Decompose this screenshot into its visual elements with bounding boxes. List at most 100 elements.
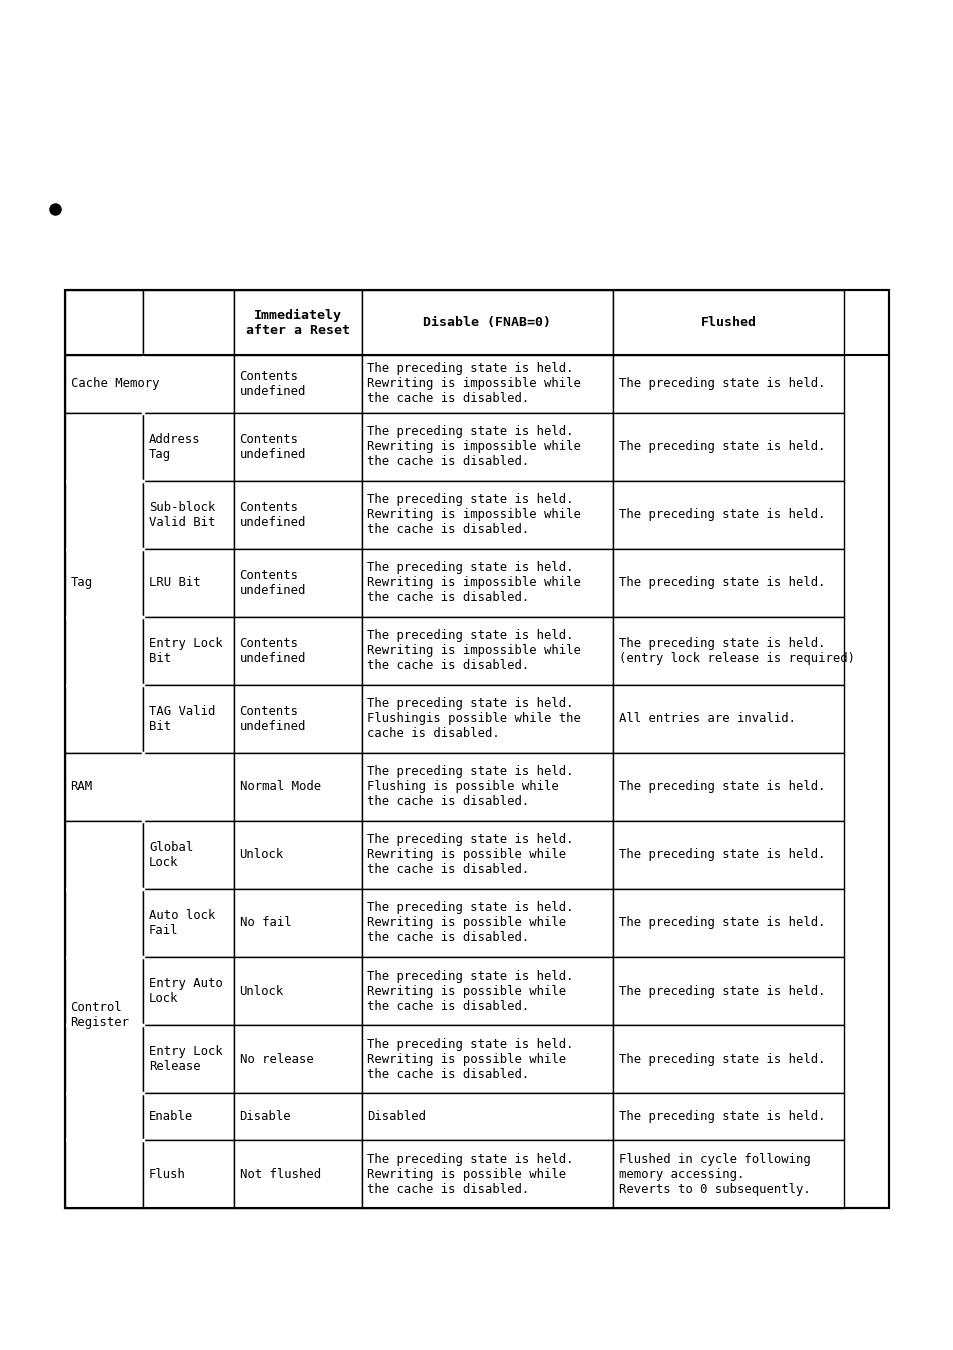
Text: The preceding state is held.
Rewriting is impossible while
the cache is disabled: The preceding state is held. Rewriting i… xyxy=(367,493,580,536)
Bar xyxy=(143,413,233,481)
Bar xyxy=(613,888,842,957)
Text: Address
Tag: Address Tag xyxy=(149,432,200,460)
Bar xyxy=(613,821,842,888)
Text: No fail: No fail xyxy=(239,917,291,930)
Bar xyxy=(361,1094,613,1141)
Text: Enable: Enable xyxy=(149,1110,193,1123)
Text: The preceding state is held.: The preceding state is held. xyxy=(618,848,824,861)
Bar xyxy=(361,753,613,821)
Text: The preceding state is held.
Rewriting is possible while
the cache is disabled.: The preceding state is held. Rewriting i… xyxy=(367,902,573,945)
Bar xyxy=(65,617,143,684)
Text: Disabled: Disabled xyxy=(367,1110,426,1123)
Text: Entry Lock
Bit: Entry Lock Bit xyxy=(149,637,222,664)
Bar xyxy=(613,753,842,821)
Bar xyxy=(233,1025,361,1094)
Bar xyxy=(143,888,233,957)
Bar xyxy=(361,821,613,888)
Bar xyxy=(613,1025,842,1094)
Text: Contents
undefined: Contents undefined xyxy=(239,370,306,398)
Text: Unlock: Unlock xyxy=(239,848,284,861)
Text: Flush: Flush xyxy=(149,1168,186,1181)
Bar xyxy=(233,753,361,821)
Text: Unlock: Unlock xyxy=(239,984,284,998)
Text: Entry Lock
Release: Entry Lock Release xyxy=(149,1045,222,1073)
Bar xyxy=(361,617,613,684)
Text: Contents
undefined: Contents undefined xyxy=(239,568,306,597)
Text: The preceding state is held.: The preceding state is held. xyxy=(618,1110,824,1123)
Bar xyxy=(613,957,842,1025)
Text: Entry Auto
Lock: Entry Auto Lock xyxy=(149,977,222,1004)
Bar xyxy=(143,684,233,753)
Text: RAM: RAM xyxy=(71,780,92,794)
Bar xyxy=(361,888,613,957)
Text: The preceding state is held.: The preceding state is held. xyxy=(618,1053,824,1065)
Bar xyxy=(613,617,842,684)
Bar xyxy=(233,617,361,684)
Text: The preceding state is held.
Rewriting is possible while
the cache is disabled.: The preceding state is held. Rewriting i… xyxy=(367,833,573,876)
Bar xyxy=(233,1094,361,1141)
Bar xyxy=(233,888,361,957)
Bar xyxy=(65,753,143,821)
Bar xyxy=(361,290,613,355)
Bar xyxy=(65,888,143,957)
Text: The preceding state is held.: The preceding state is held. xyxy=(618,780,824,794)
Text: The preceding state is held.
Flushingis possible while the
cache is disabled.: The preceding state is held. Flushingis … xyxy=(367,698,580,740)
Bar xyxy=(143,355,233,413)
Text: The preceding state is held.
Rewriting is impossible while
the cache is disabled: The preceding state is held. Rewriting i… xyxy=(367,425,580,468)
Bar xyxy=(361,481,613,548)
Bar xyxy=(613,1141,842,1208)
Bar xyxy=(65,821,143,888)
Text: The preceding state is held.
Rewriting is impossible while
the cache is disabled: The preceding state is held. Rewriting i… xyxy=(367,629,580,672)
Bar xyxy=(65,355,143,413)
Text: Flushed in cycle following
memory accessing.
Reverts to 0 subsequently.: Flushed in cycle following memory access… xyxy=(618,1153,810,1196)
Text: The preceding state is held.
Rewriting is possible while
the cache is disabled.: The preceding state is held. Rewriting i… xyxy=(367,1038,573,1080)
Bar xyxy=(613,1094,842,1141)
Bar xyxy=(613,481,842,548)
Bar xyxy=(65,413,143,481)
Bar xyxy=(361,1141,613,1208)
Bar xyxy=(143,548,233,617)
Text: TAG Valid
Bit: TAG Valid Bit xyxy=(149,705,215,733)
Text: Cache Memory: Cache Memory xyxy=(71,378,159,390)
Bar xyxy=(65,290,888,1208)
Bar xyxy=(65,548,143,617)
Text: The preceding state is held.: The preceding state is held. xyxy=(618,378,824,390)
Bar xyxy=(233,481,361,548)
Bar xyxy=(613,684,842,753)
Bar xyxy=(233,355,361,413)
Bar xyxy=(143,617,233,684)
Bar xyxy=(143,1094,233,1141)
Text: The preceding state is held.
Rewriting is impossible while
the cache is disabled: The preceding state is held. Rewriting i… xyxy=(367,562,580,605)
Text: The preceding state is held.
Flushing is possible while
the cache is disabled.: The preceding state is held. Flushing is… xyxy=(367,765,573,809)
Text: Control
Register: Control Register xyxy=(71,1000,130,1029)
Text: The preceding state is held.
Rewriting is possible while
the cache is disabled.: The preceding state is held. Rewriting i… xyxy=(367,1153,573,1196)
Text: Global
Lock: Global Lock xyxy=(149,841,193,869)
Bar xyxy=(361,684,613,753)
Bar xyxy=(233,684,361,753)
Text: Sub-block
Valid Bit: Sub-block Valid Bit xyxy=(149,501,215,529)
Bar xyxy=(361,1025,613,1094)
Bar xyxy=(233,548,361,617)
Text: Contents
undefined: Contents undefined xyxy=(239,432,306,460)
Bar xyxy=(65,684,143,753)
Bar xyxy=(65,1025,143,1094)
Bar xyxy=(233,413,361,481)
Text: Auto lock
Fail: Auto lock Fail xyxy=(149,909,215,937)
Bar xyxy=(361,355,613,413)
Bar xyxy=(613,413,842,481)
Text: Disable: Disable xyxy=(239,1110,291,1123)
Bar xyxy=(143,290,233,355)
Text: Disable (FNAB=0): Disable (FNAB=0) xyxy=(423,316,551,329)
Bar xyxy=(613,548,842,617)
Bar xyxy=(65,290,888,1208)
Bar xyxy=(233,957,361,1025)
Text: No release: No release xyxy=(239,1053,313,1065)
Bar xyxy=(143,821,233,888)
Text: All entries are invalid.: All entries are invalid. xyxy=(618,713,795,725)
Text: Tag: Tag xyxy=(71,576,92,589)
Text: The preceding state is held.: The preceding state is held. xyxy=(618,576,824,589)
Bar xyxy=(613,355,842,413)
Bar xyxy=(233,290,361,355)
Bar xyxy=(143,753,233,821)
Text: Contents
undefined: Contents undefined xyxy=(239,501,306,529)
